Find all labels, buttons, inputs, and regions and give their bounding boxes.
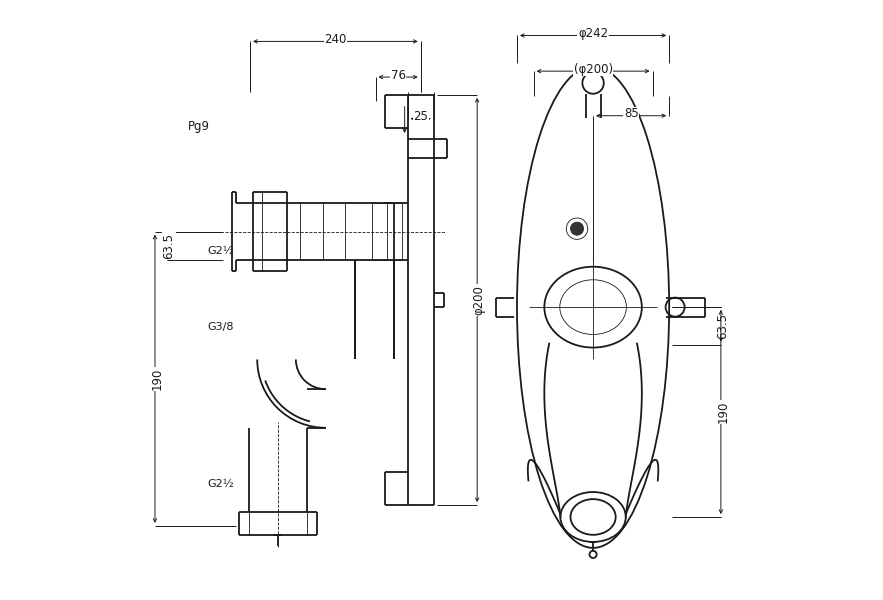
Text: G2½: G2½ xyxy=(207,245,234,256)
Text: 63.5: 63.5 xyxy=(716,313,729,339)
Text: 240: 240 xyxy=(324,33,347,46)
Text: G3/8: G3/8 xyxy=(208,322,234,332)
Text: 85: 85 xyxy=(623,107,638,121)
Text: 76: 76 xyxy=(390,69,405,82)
Text: 63.5: 63.5 xyxy=(162,233,175,259)
Circle shape xyxy=(570,222,584,235)
Text: 190: 190 xyxy=(150,368,163,390)
Text: G2½: G2½ xyxy=(207,479,234,489)
Text: φ242: φ242 xyxy=(578,27,608,40)
Text: 25: 25 xyxy=(413,110,428,124)
Text: Pg9: Pg9 xyxy=(188,120,210,133)
Text: (φ200): (φ200) xyxy=(574,63,613,76)
Text: 190: 190 xyxy=(716,401,729,423)
Text: φ200: φ200 xyxy=(472,285,486,315)
